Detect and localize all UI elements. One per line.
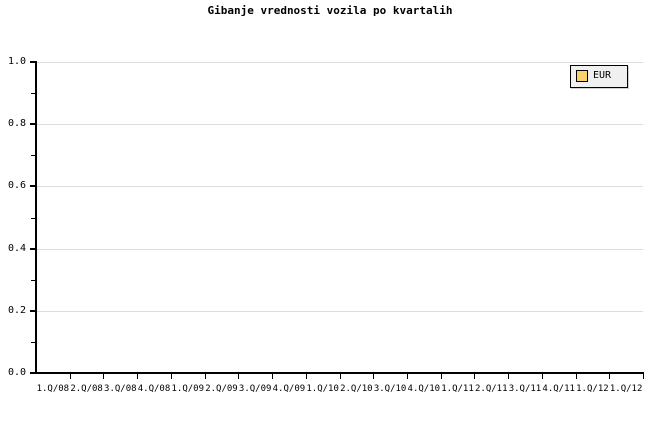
- x-axis-tick: [609, 374, 610, 379]
- x-axis-spine: [35, 372, 644, 374]
- x-axis-tick: [407, 374, 408, 379]
- y-axis-label: 0.0: [7, 367, 26, 378]
- gridline: [36, 310, 643, 312]
- x-axis-tick: [542, 374, 543, 379]
- y-axis-label: 1.0: [7, 56, 26, 67]
- x-axis-tick: [171, 374, 172, 379]
- y-axis-tick: [30, 247, 36, 250]
- y-axis-minor-tick: [31, 279, 36, 281]
- y-axis-tick: [30, 372, 36, 374]
- legend-swatch-icon: [576, 70, 588, 82]
- y-axis-minor-tick: [31, 155, 36, 157]
- x-axis-label: 3.Q/10: [373, 384, 407, 394]
- gridline: [36, 62, 643, 63]
- x-axis-label: 2.Q/08: [70, 384, 103, 394]
- y-axis-label: 0.8: [7, 118, 26, 130]
- x-axis-tick: [238, 374, 239, 379]
- x-axis-tick: [272, 374, 273, 379]
- x-axis-label: 2.Q/10: [340, 384, 373, 394]
- gridline: [36, 186, 643, 188]
- y-axis-label: 0.6: [7, 180, 26, 192]
- x-axis-tick: [103, 374, 104, 379]
- y-axis-tick: [30, 61, 36, 63]
- x-axis-tick: [340, 374, 341, 379]
- x-axis-label: 3.Q/11: [508, 384, 542, 394]
- y-axis-tick: [30, 309, 36, 312]
- x-axis-label: 2.Q/11: [474, 384, 508, 394]
- y-axis-spine: [35, 61, 37, 374]
- y-axis-tick: [30, 185, 36, 188]
- y-axis-minor-tick: [31, 217, 36, 219]
- legend-label: EUR: [593, 70, 612, 81]
- x-axis-label: 3.Q/08: [104, 384, 137, 394]
- x-axis-tick: [137, 374, 138, 379]
- x-axis-tick: [70, 374, 71, 379]
- x-axis-tick: [373, 374, 374, 379]
- x-axis-label: 1.Q/12: [576, 384, 609, 394]
- x-axis-tick: [508, 374, 509, 379]
- y-axis-minor-tick: [31, 93, 36, 95]
- x-axis-label: 1.Q/08: [36, 384, 70, 394]
- chart-title: Gibanje vrednosti vozila po kvartalih: [207, 4, 453, 17]
- x-axis-label: 1.Q/11: [441, 384, 474, 394]
- gridline: [36, 124, 643, 126]
- x-axis-tick: [306, 374, 307, 379]
- x-axis-tick: [576, 374, 577, 379]
- x-axis-tick: [643, 374, 644, 379]
- x-axis-label: 2.Q/09: [205, 384, 238, 394]
- x-axis-label: 4.Q/08: [137, 384, 171, 394]
- x-axis-label: 3.Q/09: [238, 384, 272, 394]
- y-axis-label: 0.2: [7, 304, 26, 316]
- plot-area: [36, 62, 643, 373]
- x-axis-label: 1.Q/10: [306, 384, 339, 394]
- x-axis-tick: [474, 374, 475, 379]
- x-axis-label: 1.Q/12: [609, 384, 643, 394]
- y-axis-label: 0.4: [7, 242, 26, 254]
- legend-entry[interactable]: EUR: [576, 70, 611, 82]
- x-axis-label: 4.Q/10: [407, 384, 441, 394]
- y-axis-tick: [30, 123, 36, 126]
- x-axis-label: 1.Q/09: [171, 384, 204, 394]
- y-axis-minor-tick: [31, 341, 36, 343]
- gridline: [36, 248, 643, 250]
- x-axis-label: 4.Q/09: [272, 384, 306, 394]
- x-axis-tick: [205, 374, 206, 379]
- chart-legend[interactable]: EUR: [570, 65, 628, 88]
- x-axis-label: 4.Q/11: [542, 384, 575, 394]
- x-axis-tick: [441, 374, 442, 379]
